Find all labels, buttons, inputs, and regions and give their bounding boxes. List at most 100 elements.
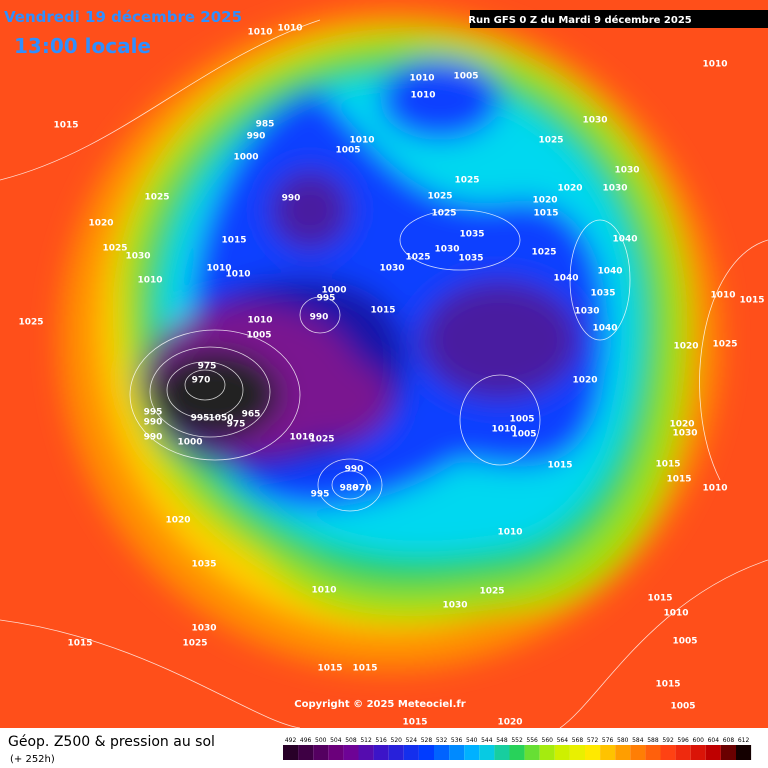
legend-subtitle: (+ 252h): [10, 754, 55, 765]
isobar-label: 1015: [533, 209, 558, 219]
isobar-label: 970: [192, 376, 211, 386]
colorbar-label: 608: [723, 737, 735, 744]
colorbar-label: 536: [451, 737, 463, 744]
colorbar-label: 580: [617, 737, 629, 744]
isobar-label: 1020: [88, 219, 113, 229]
colorbar-cell: [343, 745, 359, 760]
colorbar-label: 564: [557, 737, 569, 744]
colorbar-label: 548: [496, 737, 508, 744]
colorbar-cell: [690, 745, 706, 760]
colorbar-label: 528: [421, 737, 433, 744]
isobar-label: 1050: [208, 414, 233, 424]
isobar-label: 1020: [572, 376, 597, 386]
colorbar-cell: [554, 745, 570, 760]
colorbar-cell: [479, 745, 495, 760]
colorbar-label: 520: [391, 737, 403, 744]
isobar-label: 1010: [409, 74, 434, 84]
isobar-label: 1030: [379, 264, 404, 274]
colorbar-cell: [403, 745, 419, 760]
isobar-label: 1005: [670, 702, 695, 712]
isobar-label: 1015: [647, 594, 672, 604]
isobar-label: 1025: [431, 209, 456, 219]
colorbar-cell: [539, 745, 555, 760]
isobar-label: 1025: [405, 253, 430, 263]
isobar-label: 1030: [442, 601, 467, 611]
isobar-label: 1005: [509, 415, 534, 425]
isobar-label: 975: [198, 362, 217, 372]
isobar-label: 1020: [557, 184, 582, 194]
colorbar-cell: [660, 745, 676, 760]
colorbar-cell: [600, 745, 616, 760]
isobar-label: 1025: [182, 639, 207, 649]
isobar-label: 1010: [289, 433, 314, 443]
colorbar-label: 592: [662, 737, 674, 744]
colorbar-cell: [449, 745, 465, 760]
isobar-label: 1010: [710, 291, 735, 301]
isobar-label: 985: [256, 120, 275, 130]
isobar-label: 1010: [247, 28, 272, 38]
isobar-label: 1040: [553, 274, 578, 284]
isobar-label: 1025: [309, 435, 334, 445]
colorbar-cell: [283, 745, 299, 760]
colorbar-label: 560: [542, 737, 554, 744]
isobar-label: 1035: [590, 289, 615, 299]
isobar-label: 1010: [663, 609, 688, 619]
colorbar-cell: [645, 745, 661, 760]
colorbar-cell: [615, 745, 631, 760]
colorbar-cell: [358, 745, 374, 760]
isobar-label: 990: [144, 433, 163, 443]
isobar-label: 965: [242, 410, 261, 420]
isobar-label: 1025: [538, 136, 563, 146]
colorbar-cell: [630, 745, 646, 760]
isobar-label: 1025: [427, 192, 452, 202]
map: [0, 0, 768, 728]
isobar-label: 1030: [582, 116, 607, 126]
isobar-label: 980: [340, 484, 359, 494]
colorbar-label: 496: [300, 737, 312, 744]
colorbar-label: 512: [360, 737, 372, 744]
isobar-label: 1025: [18, 318, 43, 328]
colorbar-cell: [328, 745, 344, 760]
colorbar-label: 596: [677, 737, 689, 744]
isobar-label: 1015: [352, 664, 377, 674]
isobar-label: 975: [227, 420, 246, 430]
isobar-label: 1025: [144, 193, 169, 203]
isobar-label: 1010: [137, 276, 162, 286]
colorbar-label: 572: [587, 737, 599, 744]
isobar-label: 1025: [531, 248, 556, 258]
run-banner: [470, 10, 768, 28]
isobar-label: 1005: [672, 637, 697, 647]
isobar-label: 1005: [511, 430, 536, 440]
colorbar-cell: [434, 745, 450, 760]
isobar-label: 1020: [497, 718, 522, 728]
isobar-label: 1020: [673, 342, 698, 352]
colorbar-label: 532: [436, 737, 448, 744]
colorbar-label: 524: [406, 737, 418, 744]
colorbar: 492 496 500 504 508 512 516 520 524 528 532 536 540 5…: [283, 737, 752, 760]
isobar-label: 1025: [454, 176, 479, 186]
colorbar-cell: [464, 745, 480, 760]
isobar-label: 1035: [458, 254, 483, 264]
colorbar-label: 604: [708, 737, 720, 744]
isobar-label: 990: [282, 194, 301, 204]
isobar-label: 1020: [669, 420, 694, 430]
colorbar-cell: [494, 745, 510, 760]
isobar-label: 1010: [277, 24, 302, 34]
isobar-label: 1010: [247, 316, 272, 326]
isobar-label: 1035: [459, 230, 484, 240]
run-info: Run GFS 0 Z du Mardi 9 décembre 2025: [468, 14, 692, 26]
copyright: Copyright © 2025 Meteociel.fr: [294, 699, 465, 710]
colorbar-label: 544: [481, 737, 493, 744]
colorbar-label: 540: [466, 737, 478, 744]
isobar-label: 1015: [666, 475, 691, 485]
isobar-label: 1010: [206, 264, 231, 274]
colorbar-cell: [373, 745, 389, 760]
isobar-label: 1015: [547, 461, 572, 471]
isobar-label: 1015: [655, 460, 680, 470]
colorbar-cell: [675, 745, 691, 760]
isobar-label: 1030: [614, 166, 639, 176]
colorbar-label: 568: [572, 737, 584, 744]
isobar-label: 1020: [532, 196, 557, 206]
isobar-label: 1015: [370, 306, 395, 316]
